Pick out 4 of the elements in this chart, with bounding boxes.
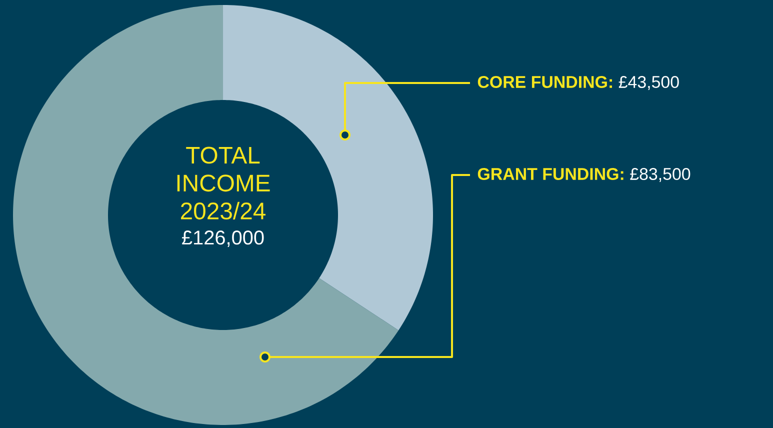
slice-label: GRANT FUNDING: £83,500 xyxy=(478,168,690,182)
text: £126,000 xyxy=(182,230,264,247)
slice-label: CORE FUNDING: £43,500 xyxy=(478,76,679,90)
text: TOTAL INCOME 2023/24 xyxy=(177,146,270,220)
